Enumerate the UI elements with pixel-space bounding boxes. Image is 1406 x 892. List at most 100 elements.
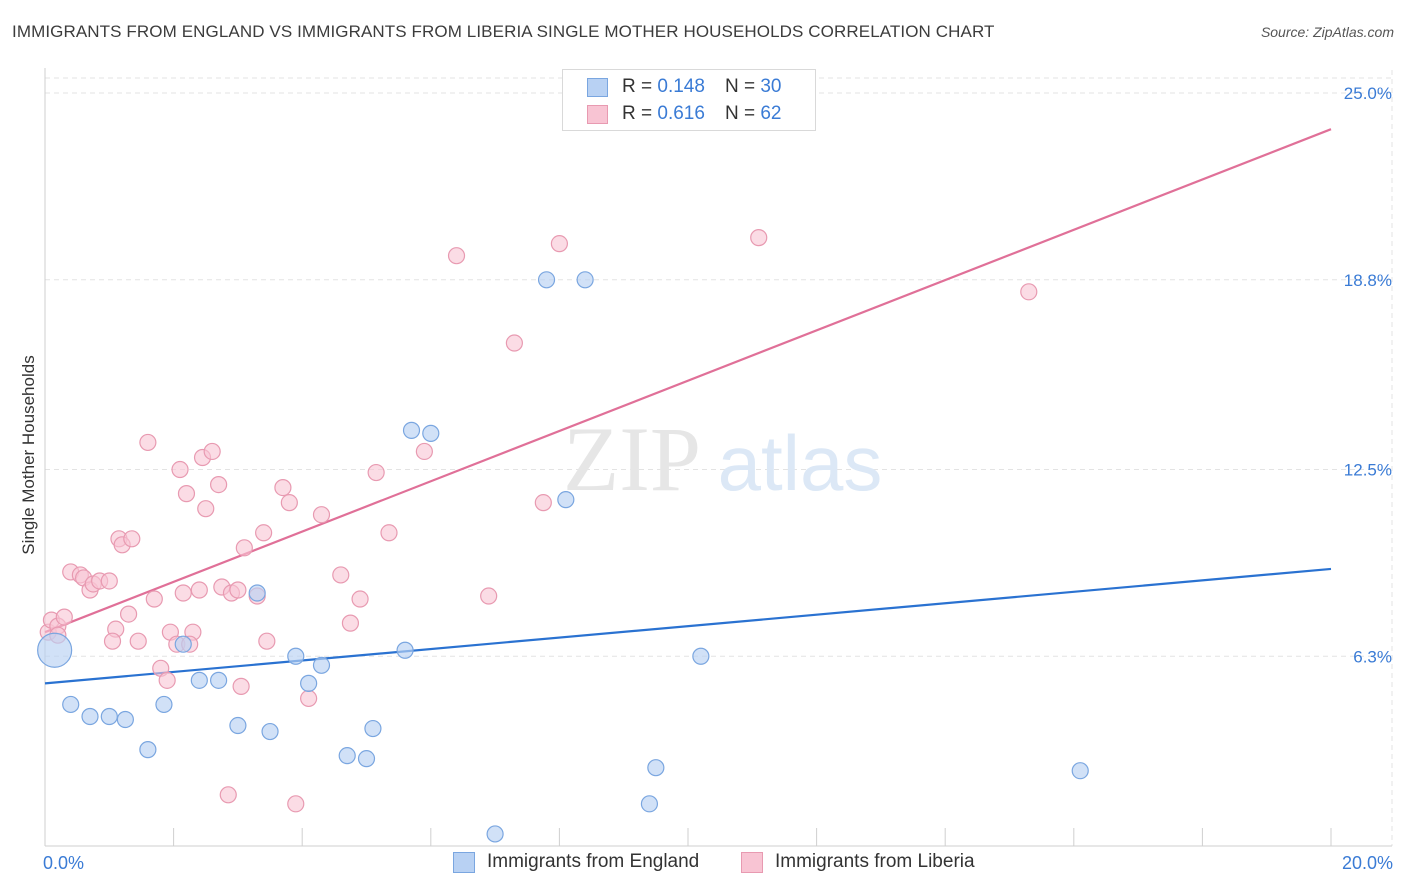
data-point-england (338, 747, 356, 765)
data-point-england (357, 750, 376, 768)
data-point-liberia (550, 235, 569, 253)
data-point-liberia (158, 671, 176, 689)
data-point-liberia (367, 463, 385, 482)
data-point-england (116, 710, 134, 729)
england-points (37, 271, 1089, 843)
data-point-liberia (415, 442, 433, 461)
data-point-liberia (312, 506, 331, 524)
data-point-england (312, 656, 331, 674)
data-point-liberia (203, 442, 221, 461)
data-point-liberia (119, 605, 138, 623)
watermark-zip: ZIP (563, 408, 701, 510)
data-point-liberia (255, 524, 273, 542)
data-point-england (557, 491, 575, 509)
data-point-liberia (380, 524, 398, 542)
legend-r-value: 0.148 (657, 76, 705, 97)
data-point-england (190, 671, 208, 689)
data-point-liberia (274, 479, 292, 497)
legend-r-value: 0.616 (657, 103, 705, 124)
data-point-liberia (190, 581, 208, 599)
x-tick-label: 20.0% (1342, 853, 1393, 873)
data-point-liberia (219, 786, 237, 804)
data-point-liberia (351, 590, 369, 608)
axes (44, 68, 1392, 847)
legend-r-label: R = (622, 76, 653, 97)
data-point-liberia (235, 539, 253, 557)
data-point-england (81, 707, 99, 726)
legend-row-england: R = 0.148 N = 30 (587, 75, 781, 99)
data-point-liberia (229, 581, 247, 599)
data-point-england (139, 741, 157, 759)
data-point-liberia (447, 247, 466, 265)
grid-lines (45, 70, 1393, 846)
watermark: ZIP atlas (563, 408, 882, 510)
data-point-liberia (287, 795, 305, 813)
data-point-england (537, 271, 556, 289)
data-point-liberia (534, 494, 552, 512)
data-point-england (287, 647, 305, 665)
data-point-liberia (123, 530, 141, 548)
data-point-england (402, 421, 421, 439)
data-point-liberia (750, 229, 768, 247)
data-point-england (261, 722, 279, 741)
legend-r-label: R = (622, 103, 653, 124)
data-point-liberia (258, 632, 276, 650)
y-tick-label: 6.3% (1353, 647, 1392, 666)
source-label: Source: ZipAtlas.com (1260, 24, 1394, 40)
tick-labels: 6.3% 12.5% 18.8% 25.0% 0.0% 20.0% (43, 84, 1393, 873)
legend-n-value: 30 (760, 76, 782, 97)
data-point-england (692, 647, 710, 665)
data-point-england (396, 641, 414, 659)
data-point-england (422, 424, 440, 442)
data-point-england (174, 635, 192, 653)
data-point-england (210, 671, 228, 689)
bottom-legend-england: Immigrants from England (453, 851, 699, 873)
x-tick-label: 0.0% (43, 853, 84, 873)
bottom-legend-swatch-england (453, 851, 475, 873)
legend-swatch-england (587, 77, 608, 97)
data-point-liberia (55, 608, 73, 626)
liberia-points (39, 229, 1038, 813)
data-point-liberia (1020, 283, 1038, 301)
data-point-liberia (210, 475, 228, 494)
y-axis-label: Single Mother Households (19, 355, 38, 554)
legend-n-label: N = (724, 103, 756, 124)
legend-n-value: 62 (760, 103, 782, 124)
bottom-legend-liberia: Immigrants from Liberia (741, 851, 975, 873)
data-point-england (37, 632, 73, 668)
data-point-liberia (174, 584, 192, 602)
data-point-england (62, 695, 80, 714)
legend-n-label: N = (724, 76, 756, 97)
data-point-liberia (129, 632, 147, 650)
data-point-liberia (341, 614, 360, 632)
trend-line-england (44, 567, 1332, 685)
data-point-liberia (197, 500, 215, 518)
data-point-liberia (145, 590, 163, 608)
data-point-liberia (177, 485, 196, 503)
data-point-liberia (139, 433, 157, 452)
data-point-liberia (505, 334, 523, 352)
legend-swatch-liberia (587, 104, 608, 124)
bottom-legend-label-liberia: Immigrants from Liberia (775, 851, 975, 872)
y-tick-label: 18.8% (1344, 271, 1392, 290)
data-point-england (647, 759, 665, 777)
data-point-england (486, 825, 504, 843)
y-tick-label: 12.5% (1344, 461, 1392, 480)
data-point-liberia (480, 587, 498, 605)
watermark-atlas: atlas (718, 419, 883, 507)
data-point-england (248, 584, 266, 602)
data-point-liberia (332, 566, 350, 584)
data-point-liberia (171, 460, 189, 479)
data-point-england (640, 795, 659, 813)
data-point-england (1071, 762, 1089, 780)
bottom-legend-label-england: Immigrants from England (487, 851, 700, 872)
data-point-liberia (103, 632, 122, 650)
data-point-england (229, 716, 247, 735)
data-point-liberia (232, 677, 250, 695)
data-point-england (155, 695, 173, 714)
chart-title: IMMIGRANTS FROM ENGLAND VS IMMIGRANTS FR… (12, 22, 995, 41)
data-point-england (364, 719, 382, 738)
data-point-liberia (300, 689, 318, 708)
trend-lines (44, 128, 1332, 685)
